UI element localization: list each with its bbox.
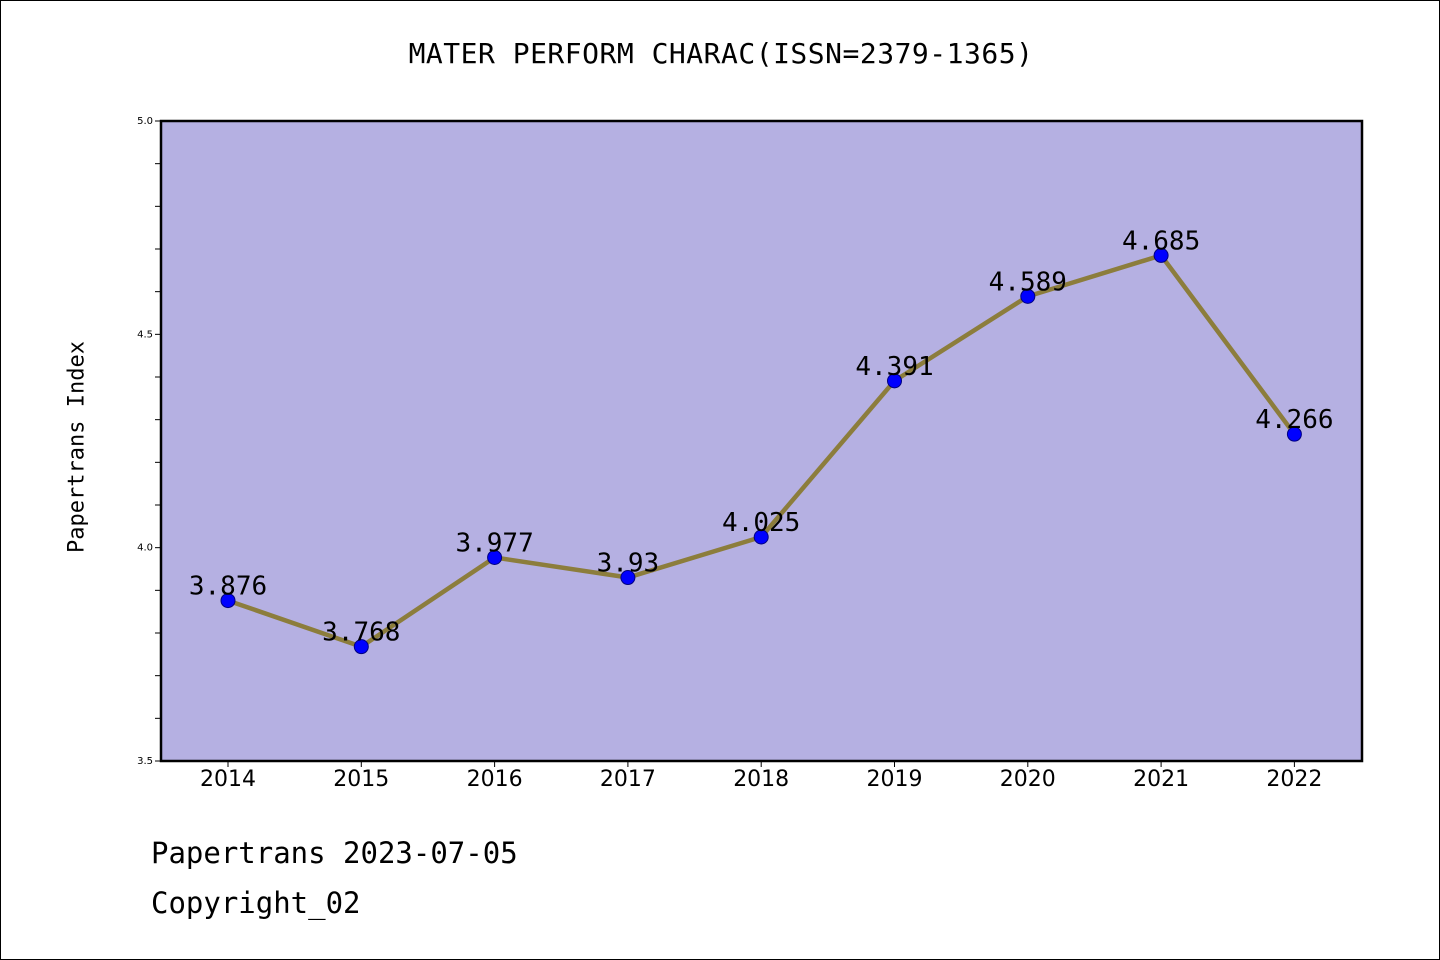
x-tick-label: 2019 (867, 767, 923, 792)
data-point (1020, 288, 1036, 304)
y-tick-label: 4.5 (137, 329, 153, 340)
data-point (220, 593, 236, 609)
data-point (753, 529, 769, 545)
data-point (620, 570, 636, 586)
data-label: 4.025 (722, 508, 800, 538)
data-label: 4.391 (855, 352, 933, 382)
y-tick-label: 5.0 (137, 116, 153, 127)
data-point (1153, 247, 1169, 263)
data-label: 3.768 (322, 618, 400, 648)
y-tick-label: 3.5 (137, 756, 153, 767)
x-tick-label: 2017 (600, 767, 656, 792)
data-label: 4.589 (989, 267, 1067, 297)
y-axis: 3.5 4.0 4.5 5.0 (137, 116, 161, 767)
x-tick-label: 2022 (1266, 767, 1322, 792)
data-labels: 3.876 3.768 3.977 3.93 4.025 4.391 4.589 4.685 4… (189, 226, 1334, 647)
data-label: 3.876 (189, 572, 267, 602)
plot-area (159, 119, 1364, 763)
footer-copyright: Copyright_02 (151, 886, 361, 920)
chart-title: MATER PERFORM CHARAC(ISSN=2379-1365) (408, 37, 1034, 70)
x-tick-label: 2021 (1133, 767, 1189, 792)
data-label: 3.93 (597, 549, 660, 579)
data-label: 3.977 (455, 528, 533, 558)
x-tick-label: 2020 (1000, 767, 1056, 792)
x-tick-label: 2015 (333, 767, 389, 792)
data-label: 4.266 (1255, 405, 1333, 435)
data-point (487, 549, 503, 565)
data-label: 4.685 (1122, 226, 1200, 256)
y-tick-label: 4.0 (137, 543, 153, 554)
footer-date: Papertrans 2023-07-05 (151, 836, 518, 870)
x-tick-label: 2014 (200, 767, 256, 792)
data-point (1286, 426, 1302, 442)
x-tick-label: 2018 (733, 767, 789, 792)
x-axis: 2014 2015 2016 2017 2018 2019 2020 2021 2022 (200, 761, 1322, 792)
data-point (887, 373, 902, 389)
data-point (353, 639, 369, 655)
data-markers (220, 247, 1302, 655)
x-tick-label: 2016 (467, 767, 523, 792)
